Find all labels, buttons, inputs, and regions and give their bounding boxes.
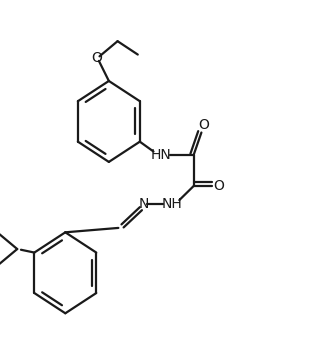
Text: O: O [213,179,224,193]
Text: O: O [91,51,102,65]
Text: N: N [139,197,149,211]
Text: HN: HN [151,148,171,162]
Text: NH: NH [162,197,183,211]
Text: O: O [198,119,209,132]
